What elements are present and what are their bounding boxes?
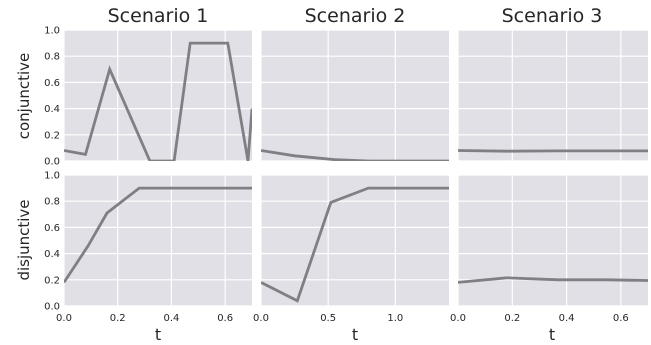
row-labels: conjunctive disjunctive [15,53,33,281]
x-tick-label: 0.6 [217,313,233,324]
y-tick-label: 0.4 [44,104,60,115]
col-title-scenario-3: Scenario 3 [502,5,603,27]
x-tick-label: 0.2 [110,313,126,324]
y-tick-label: 0.8 [44,197,60,208]
panel-scenario-3-conjunctive [458,30,648,161]
panel-scenario-2-conjunctive [261,30,449,161]
y-tick-label: 0.8 [44,52,60,63]
panel-scenario-1-conjunctive: 0.0 0.2 0.4 0.6 0.8 1.0 [44,26,252,168]
row-label-disjunctive: disjunctive [15,199,33,280]
x-tick-label: 0.6 [613,313,629,324]
x-axis-label-scenario-2: t [352,325,358,344]
series-line [458,151,648,152]
x-tick-label: 1.0 [387,313,403,324]
panel-scenario-3-disjunctive: 0.0 0.2 0.4 0.6 [450,175,648,324]
panels: 0.00.20.40.60.81.00.00.20.40.60.81.00.0 0… [44,26,648,325]
y-tick-label: 0.4 [44,249,60,260]
panel-scenario-2-disjunctive: 0.0 0.5 1.0 [253,175,449,324]
x-tick-label: 0.0 [56,313,72,324]
plot-area [458,175,648,306]
x-tick-label: 0.4 [163,313,179,324]
y-tick-label: 0.6 [44,78,60,89]
col-title-scenario-1: Scenario 1 [108,5,209,27]
x-axis-labels: t t t [155,325,555,344]
x-tick-label: 0.4 [559,313,575,324]
col-title-scenario-2: Scenario 2 [305,5,406,27]
plot-area [458,30,648,161]
x-tick-label: 0.2 [504,313,520,324]
y-tick-label: 0.2 [44,275,60,286]
panel-scenario-1-disjunctive: 0.0 0.2 0.4 0.6 0.8 1.0 0.0 0.2 0.4 0.6 [44,171,252,325]
x-axis-label-scenario-3: t [549,325,555,344]
plot-area [261,30,449,161]
x-tick-label: 0.0 [253,313,269,324]
y-tick-label: 0.6 [44,223,60,234]
y-tick-label: 0.2 [44,130,60,141]
y-tick-label: 0.0 [44,157,60,168]
y-tick-label: 1.0 [44,26,60,37]
plot-area [64,30,252,161]
y-tick-label: 0.0 [44,302,60,313]
y-tick-label: 1.0 [44,171,60,182]
row-label-conjunctive: conjunctive [15,53,33,140]
x-tick-label: 0.0 [450,313,466,324]
column-titles: Scenario 1 Scenario 2 Scenario 3 [108,5,603,27]
x-tick-label: 0.5 [320,313,336,324]
x-axis-label-scenario-1: t [155,325,161,344]
